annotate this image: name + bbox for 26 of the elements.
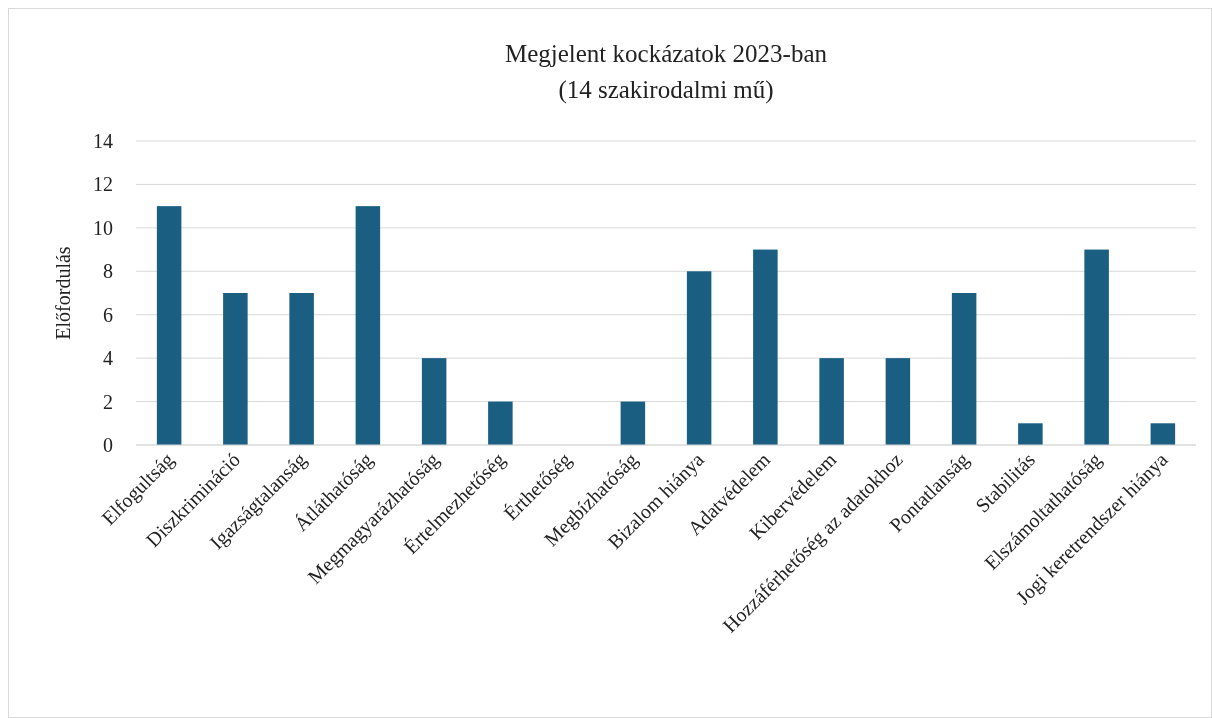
bar (488, 401, 513, 445)
bar (1150, 423, 1176, 445)
bar (819, 358, 844, 445)
y-tick-label: 4 (103, 347, 113, 370)
y-tick-label: 0 (103, 434, 113, 456)
bar (951, 293, 977, 445)
bar (753, 249, 778, 445)
bar (421, 358, 447, 445)
bar (223, 293, 248, 445)
bar (686, 271, 712, 445)
y-tick-label: 8 (103, 260, 113, 283)
bar (1084, 249, 1109, 445)
y-tick-label: 6 (103, 303, 113, 326)
y-tick-label: 12 (93, 173, 113, 196)
bar (289, 293, 314, 445)
y-tick-label: 2 (103, 390, 113, 413)
chart-subtitle: (14 szakirodalmi mű) (558, 76, 774, 104)
y-axis-title: Előfordulás (52, 246, 74, 340)
bar (885, 358, 911, 445)
bar (1018, 423, 1043, 445)
y-tick-label: 10 (93, 216, 113, 239)
chart-title: Megjelent kockázatok 2023-ban (504, 40, 828, 67)
bar (156, 206, 182, 445)
bar (355, 206, 381, 445)
y-tick-label: 14 (93, 130, 113, 152)
bar (620, 401, 646, 445)
